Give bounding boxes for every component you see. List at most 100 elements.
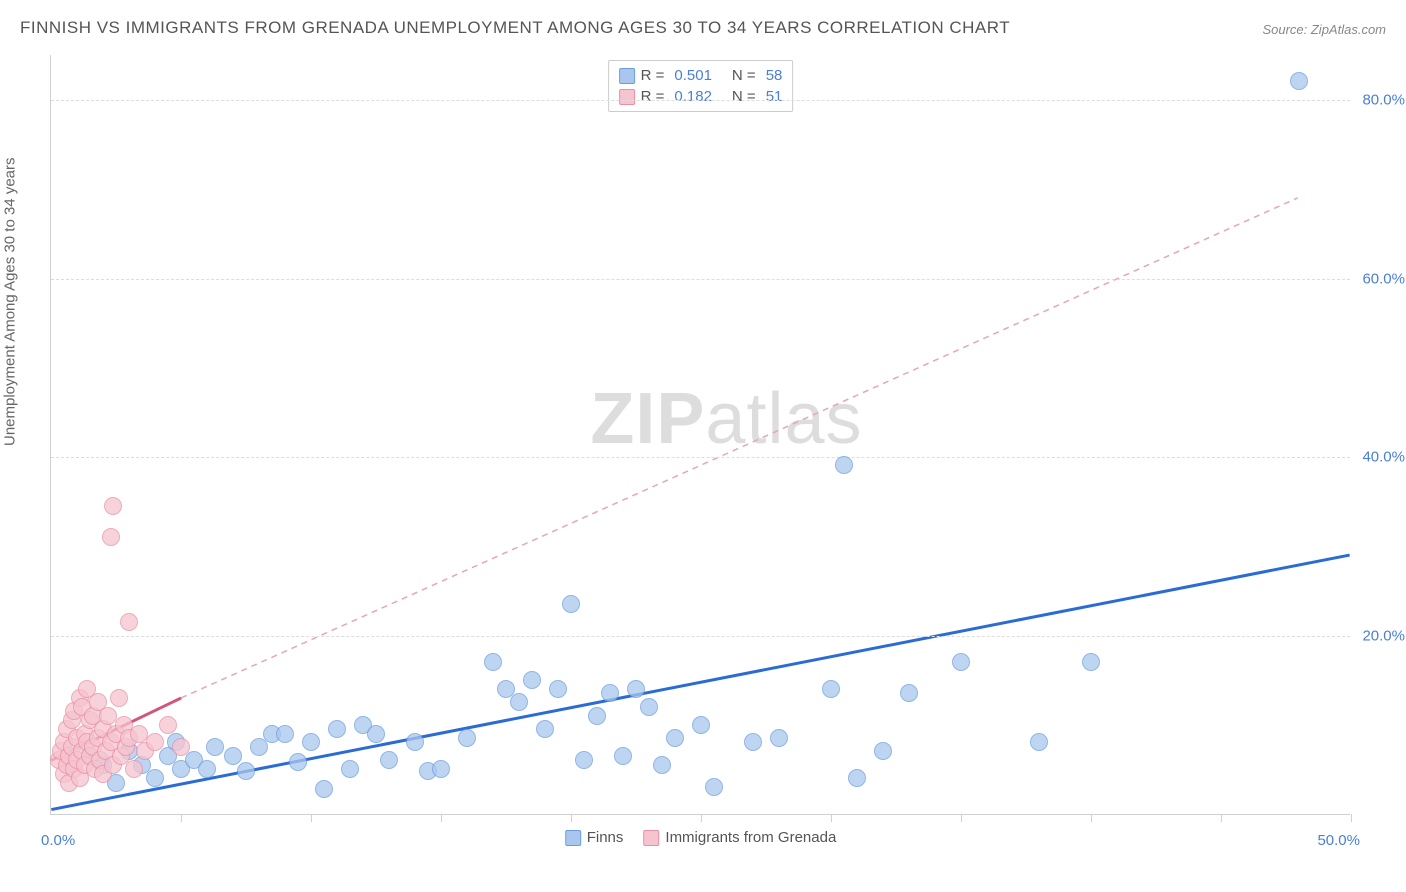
y-tick-label: 40.0% xyxy=(1362,449,1405,466)
data-point xyxy=(1082,653,1100,671)
data-point xyxy=(276,725,294,743)
r-label: R = xyxy=(641,88,665,105)
n-label: N = xyxy=(732,67,756,84)
legend-row: R = 0.182 N = 51 xyxy=(619,86,783,107)
gridline xyxy=(51,636,1350,637)
legend-item: Finns xyxy=(565,829,624,846)
data-point xyxy=(120,613,138,631)
x-tick xyxy=(1351,814,1352,822)
data-point xyxy=(692,716,710,734)
data-point xyxy=(835,456,853,474)
legend-item: Immigrants from Grenada xyxy=(643,829,836,846)
data-point xyxy=(104,497,122,515)
data-point xyxy=(224,747,242,765)
gridline xyxy=(51,457,1350,458)
data-point xyxy=(380,751,398,769)
source-label: Source: ZipAtlas.com xyxy=(1262,22,1386,37)
data-point xyxy=(250,738,268,756)
x-axis-min-label: 0.0% xyxy=(41,832,75,849)
x-tick xyxy=(181,814,182,822)
watermark-atlas: atlas xyxy=(705,379,862,459)
data-point xyxy=(328,720,346,738)
data-point xyxy=(627,680,645,698)
y-axis-label: Unemployment Among Ages 30 to 34 years xyxy=(2,157,19,446)
data-point xyxy=(510,693,528,711)
data-point xyxy=(206,738,224,756)
data-point xyxy=(432,760,450,778)
legend-swatch xyxy=(565,830,581,846)
data-point xyxy=(666,729,684,747)
data-point xyxy=(848,769,866,787)
data-point xyxy=(705,778,723,796)
x-tick xyxy=(961,814,962,822)
legend-swatch xyxy=(619,89,635,105)
data-point xyxy=(172,738,190,756)
n-label: N = xyxy=(732,88,756,105)
data-point xyxy=(198,760,216,778)
x-tick xyxy=(311,814,312,822)
legend-label: Finns xyxy=(587,829,624,846)
x-tick xyxy=(441,814,442,822)
data-point xyxy=(536,720,554,738)
x-axis-max-label: 50.0% xyxy=(1317,832,1360,849)
watermark: ZIPatlas xyxy=(590,378,862,460)
data-point xyxy=(1290,72,1308,90)
x-tick xyxy=(1091,814,1092,822)
y-tick-label: 80.0% xyxy=(1362,91,1405,108)
data-point xyxy=(744,733,762,751)
r-label: R = xyxy=(641,67,665,84)
data-point xyxy=(146,769,164,787)
data-point xyxy=(125,760,143,778)
data-point xyxy=(562,595,580,613)
x-tick xyxy=(831,814,832,822)
gridline xyxy=(51,279,1350,280)
legend-row: R = 0.501 N = 58 xyxy=(619,65,783,86)
data-point xyxy=(900,684,918,702)
n-value: 51 xyxy=(766,88,783,105)
y-tick-label: 60.0% xyxy=(1362,270,1405,287)
data-point xyxy=(549,680,567,698)
plot-area: ZIPatlas R =0.501N =58R =0.182N =51 0.0%… xyxy=(50,55,1350,815)
data-point xyxy=(102,528,120,546)
data-point xyxy=(406,733,424,751)
legend-swatch xyxy=(643,830,659,846)
data-point xyxy=(146,733,164,751)
gridline xyxy=(51,100,1350,101)
data-point xyxy=(653,756,671,774)
series-legend: Finns Immigrants from Grenada xyxy=(565,829,837,846)
data-point xyxy=(237,762,255,780)
data-point xyxy=(302,733,320,751)
data-point xyxy=(640,698,658,716)
data-point xyxy=(952,653,970,671)
data-point xyxy=(315,780,333,798)
data-point xyxy=(523,671,541,689)
chart-title: FINNISH VS IMMIGRANTS FROM GRENADA UNEMP… xyxy=(20,18,1010,38)
data-point xyxy=(575,751,593,769)
data-point xyxy=(770,729,788,747)
x-tick xyxy=(701,814,702,822)
data-point xyxy=(289,753,307,771)
data-point xyxy=(601,684,619,702)
data-point xyxy=(458,729,476,747)
trend-lines xyxy=(51,55,1350,814)
data-point xyxy=(341,760,359,778)
r-value: 0.501 xyxy=(674,67,712,84)
data-point xyxy=(110,689,128,707)
data-point xyxy=(1030,733,1048,751)
n-value: 58 xyxy=(766,67,783,84)
watermark-zip: ZIP xyxy=(590,379,705,459)
correlation-legend: R = 0.501 N = 58 R = 0.182 N = 51 xyxy=(608,60,794,112)
legend-label: Immigrants from Grenada xyxy=(665,829,836,846)
y-tick-label: 20.0% xyxy=(1362,628,1405,645)
legend-swatch xyxy=(619,68,635,84)
data-point xyxy=(588,707,606,725)
r-value: 0.182 xyxy=(674,88,712,105)
x-tick xyxy=(1221,814,1222,822)
x-tick xyxy=(571,814,572,822)
data-point xyxy=(367,725,385,743)
data-point xyxy=(484,653,502,671)
data-point xyxy=(159,716,177,734)
data-point xyxy=(874,742,892,760)
data-point xyxy=(822,680,840,698)
data-point xyxy=(614,747,632,765)
